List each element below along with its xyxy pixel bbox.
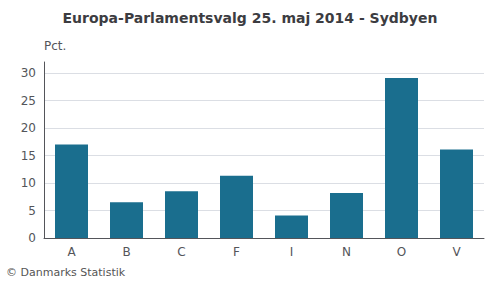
- svg-text:20: 20: [21, 121, 36, 135]
- svg-text:0: 0: [28, 231, 36, 245]
- svg-text:Pct.: Pct.: [44, 39, 66, 53]
- svg-text:Europa-Parlamentsvalg 25. maj: Europa-Parlamentsvalg 25. maj 2014 - Syd…: [63, 10, 438, 26]
- svg-text:25: 25: [21, 94, 36, 108]
- svg-text:5: 5: [28, 204, 36, 218]
- svg-text:N: N: [342, 245, 351, 259]
- svg-text:B: B: [122, 245, 130, 259]
- svg-text:C: C: [177, 245, 185, 259]
- svg-text:O: O: [397, 245, 406, 259]
- svg-text:F: F: [233, 245, 240, 259]
- svg-text:30: 30: [21, 66, 36, 80]
- svg-text:© Danmarks Statistik: © Danmarks Statistik: [6, 266, 126, 279]
- svg-text:A: A: [67, 245, 76, 259]
- svg-text:I: I: [290, 245, 294, 259]
- svg-text:V: V: [452, 245, 461, 259]
- svg-text:15: 15: [21, 149, 36, 163]
- svg-text:10: 10: [21, 176, 36, 190]
